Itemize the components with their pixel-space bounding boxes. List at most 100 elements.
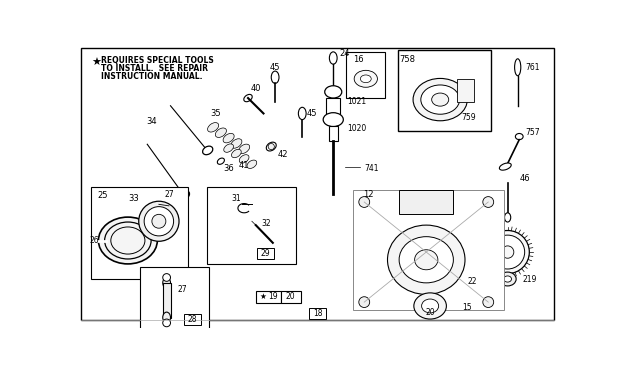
Ellipse shape bbox=[323, 113, 343, 127]
Ellipse shape bbox=[515, 59, 521, 76]
Ellipse shape bbox=[244, 95, 252, 102]
Text: 741: 741 bbox=[365, 164, 379, 173]
Bar bbox=[309, 308, 326, 319]
Ellipse shape bbox=[224, 144, 234, 152]
Ellipse shape bbox=[144, 206, 174, 236]
Ellipse shape bbox=[239, 155, 249, 163]
Ellipse shape bbox=[231, 149, 241, 158]
Circle shape bbox=[359, 197, 370, 208]
Text: 758: 758 bbox=[399, 55, 415, 64]
Text: 26: 26 bbox=[90, 236, 99, 245]
Ellipse shape bbox=[179, 191, 190, 199]
Ellipse shape bbox=[415, 250, 438, 270]
Text: 24: 24 bbox=[340, 49, 350, 58]
Ellipse shape bbox=[360, 75, 371, 83]
Ellipse shape bbox=[502, 246, 514, 258]
Ellipse shape bbox=[247, 160, 257, 169]
Text: 18: 18 bbox=[313, 309, 322, 318]
Circle shape bbox=[162, 319, 170, 327]
Text: 29: 29 bbox=[260, 249, 270, 258]
Ellipse shape bbox=[272, 71, 279, 84]
Ellipse shape bbox=[422, 299, 439, 313]
Text: 759: 759 bbox=[461, 113, 476, 122]
Text: 27: 27 bbox=[177, 284, 187, 294]
Ellipse shape bbox=[162, 312, 170, 323]
Ellipse shape bbox=[413, 78, 467, 121]
Bar bbox=[255, 291, 280, 303]
Text: 33: 33 bbox=[129, 194, 140, 203]
Bar bbox=[92, 187, 188, 279]
Ellipse shape bbox=[505, 213, 511, 222]
Ellipse shape bbox=[354, 70, 378, 87]
Text: 757: 757 bbox=[526, 128, 540, 137]
Text: INSTRUCTION MANUAL.: INSTRUCTION MANUAL. bbox=[100, 72, 202, 81]
Text: 34: 34 bbox=[146, 117, 156, 125]
Text: 36: 36 bbox=[223, 164, 234, 173]
Bar bbox=[458, 79, 474, 102]
Text: 761: 761 bbox=[526, 63, 540, 72]
Ellipse shape bbox=[223, 133, 234, 143]
Ellipse shape bbox=[162, 277, 170, 288]
Ellipse shape bbox=[215, 128, 226, 137]
Circle shape bbox=[483, 297, 494, 308]
Bar bbox=[257, 248, 273, 259]
Circle shape bbox=[474, 304, 479, 308]
Ellipse shape bbox=[472, 303, 480, 309]
Text: 1020: 1020 bbox=[347, 124, 366, 133]
Ellipse shape bbox=[515, 134, 523, 139]
Ellipse shape bbox=[99, 217, 157, 264]
Text: 45: 45 bbox=[307, 109, 317, 118]
Ellipse shape bbox=[239, 144, 250, 153]
Text: 40: 40 bbox=[250, 84, 261, 92]
Ellipse shape bbox=[499, 163, 511, 170]
Ellipse shape bbox=[414, 293, 446, 319]
Ellipse shape bbox=[432, 93, 449, 106]
Text: 12: 12 bbox=[363, 190, 373, 199]
Bar bbox=[397, 50, 490, 131]
Circle shape bbox=[268, 144, 275, 150]
Bar bbox=[329, 126, 338, 141]
Text: 15: 15 bbox=[463, 303, 472, 312]
Ellipse shape bbox=[266, 142, 277, 151]
Ellipse shape bbox=[486, 230, 529, 274]
Ellipse shape bbox=[208, 123, 219, 132]
Bar bbox=[280, 291, 301, 303]
Bar bbox=[353, 191, 503, 310]
Text: 41: 41 bbox=[239, 161, 249, 170]
Text: 31: 31 bbox=[231, 194, 241, 203]
Bar bbox=[162, 283, 170, 318]
Text: 19: 19 bbox=[268, 292, 278, 301]
Bar bbox=[347, 52, 385, 98]
Bar bbox=[140, 268, 210, 329]
Text: 46: 46 bbox=[520, 174, 530, 183]
Bar bbox=[326, 98, 340, 117]
Ellipse shape bbox=[231, 139, 242, 148]
Ellipse shape bbox=[139, 201, 179, 241]
Ellipse shape bbox=[490, 235, 525, 269]
Text: 28: 28 bbox=[187, 315, 197, 324]
Text: 20: 20 bbox=[425, 308, 435, 316]
Ellipse shape bbox=[388, 225, 465, 294]
Text: 25: 25 bbox=[97, 191, 107, 199]
Ellipse shape bbox=[499, 272, 516, 286]
Circle shape bbox=[162, 274, 170, 281]
Ellipse shape bbox=[218, 158, 224, 164]
Ellipse shape bbox=[298, 107, 306, 120]
Text: ★: ★ bbox=[259, 292, 266, 301]
Text: 20: 20 bbox=[286, 292, 296, 301]
Text: 1021: 1021 bbox=[347, 98, 366, 106]
Text: 45: 45 bbox=[270, 63, 280, 72]
Text: ★: ★ bbox=[92, 58, 102, 68]
Text: TO INSTALL.  SEE REPAIR: TO INSTALL. SEE REPAIR bbox=[100, 64, 208, 73]
Bar bbox=[207, 187, 296, 263]
Ellipse shape bbox=[399, 237, 453, 283]
Ellipse shape bbox=[203, 146, 213, 155]
Text: 27: 27 bbox=[164, 190, 174, 199]
Text: 35: 35 bbox=[210, 109, 221, 118]
Circle shape bbox=[483, 197, 494, 208]
Ellipse shape bbox=[421, 85, 459, 114]
Text: 42: 42 bbox=[278, 150, 288, 159]
Text: 219: 219 bbox=[522, 275, 537, 283]
Text: REQUIRES SPECIAL TOOLS: REQUIRES SPECIAL TOOLS bbox=[100, 56, 213, 66]
Circle shape bbox=[359, 297, 370, 308]
